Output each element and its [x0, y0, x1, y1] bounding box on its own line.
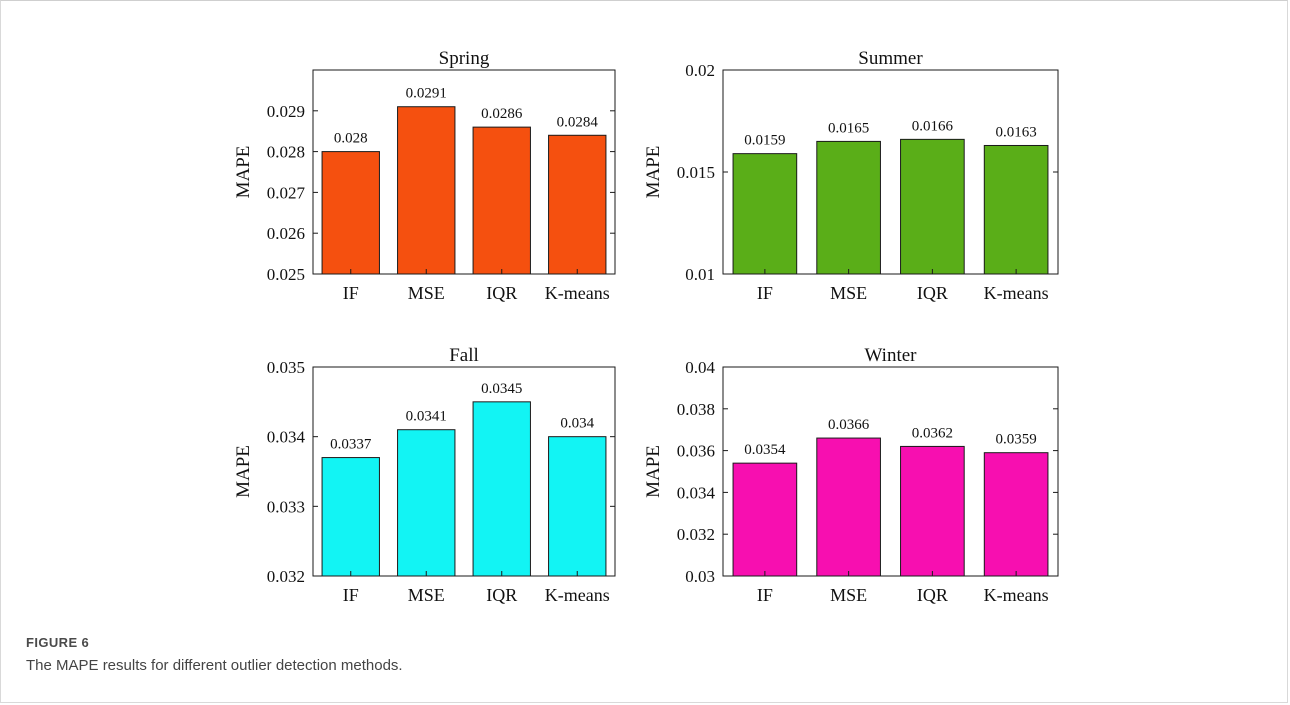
y-tick-label: 0.033: [267, 497, 305, 516]
x-tick-label: IF: [757, 585, 773, 605]
bar-k-means: [548, 436, 607, 577]
bar-if: [732, 462, 798, 577]
y-tick-label: 0.027: [267, 183, 306, 202]
x-tick-label: K-means: [545, 283, 610, 303]
bar-mse: [397, 106, 456, 275]
x-tick-label: IQR: [486, 585, 517, 605]
bar-k-means: [548, 134, 607, 275]
data-label: 0.0165: [828, 120, 869, 136]
bar-iqr: [472, 126, 531, 275]
y-axis-label: MAPE: [233, 146, 254, 199]
x-tick-label: K-means: [984, 585, 1049, 605]
bar-if: [321, 151, 380, 275]
x-tick-label: K-means: [545, 585, 610, 605]
y-axis-label: MAPE: [643, 146, 664, 199]
data-label: 0.028: [334, 131, 368, 147]
y-tick-label: 0.034: [677, 483, 716, 502]
x-tick-label: IQR: [917, 283, 948, 303]
x-tick-label: MSE: [408, 585, 445, 605]
data-label: 0.0159: [744, 133, 785, 149]
bar-iqr: [900, 138, 965, 275]
axes-box: [312, 69, 616, 275]
chart-title: Spring: [439, 48, 490, 69]
y-tick-label: 0.035: [267, 358, 305, 377]
data-label: 0.0345: [481, 381, 522, 397]
bar-iqr: [472, 401, 531, 577]
y-tick-label: 0.028: [267, 143, 305, 162]
data-label: 0.0284: [557, 114, 599, 130]
data-label: 0.0166: [912, 118, 954, 134]
y-tick-label: 0.01: [685, 265, 715, 284]
chart-fall: Fall MAPE 0.032 0.033 0.034 0.035 0.0337 IF 0.03…: [233, 345, 616, 605]
y-tick-label: 0.032: [677, 525, 715, 544]
y-tick-label: 0.015: [677, 163, 715, 182]
x-tick-label: MSE: [830, 283, 867, 303]
figure-label: FIGURE 6: [26, 635, 90, 650]
bar-if: [321, 457, 380, 577]
y-tick-label: 0.025: [267, 265, 305, 284]
x-tick-label: IF: [343, 283, 359, 303]
y-tick-label: 0.04: [685, 358, 715, 377]
y-tick-label: 0.029: [267, 102, 305, 121]
bar-mse: [816, 140, 881, 275]
chart-title: Fall: [449, 345, 479, 366]
x-tick-label: IQR: [486, 283, 517, 303]
axes-box: [722, 366, 1059, 577]
data-label: 0.0366: [828, 417, 870, 433]
chart-summer: Summer MAPE 0.01 0.015 0.02 0.0159 IF 0.0165 MSE…: [643, 48, 1059, 303]
y-tick-label: 0.038: [677, 400, 715, 419]
y-tick-label: 0.026: [267, 224, 305, 243]
data-label: 0.0337: [330, 437, 372, 453]
axes-box: [312, 366, 616, 577]
x-tick-label: K-means: [984, 283, 1049, 303]
bar-k-means: [983, 144, 1049, 275]
data-label: 0.0359: [996, 432, 1037, 448]
chart-winter: Winter MAPE 0.03 0.032 0.034 0.036 0.038 0.04 0.…: [643, 345, 1059, 605]
chart-title: Summer: [858, 48, 923, 69]
bar-k-means: [983, 452, 1049, 577]
x-tick-label: IF: [343, 585, 359, 605]
data-label: 0.0354: [744, 442, 786, 458]
y-tick-label: 0.02: [685, 61, 715, 80]
y-axis-label: MAPE: [643, 445, 664, 498]
data-label: 0.0286: [481, 106, 523, 122]
data-label: 0.0291: [406, 86, 447, 102]
bar-mse: [397, 429, 456, 577]
data-label: 0.034: [560, 416, 594, 432]
x-tick-label: IQR: [917, 585, 948, 605]
x-tick-label: MSE: [830, 585, 867, 605]
y-tick-label: 0.034: [267, 428, 306, 447]
data-label: 0.0362: [912, 425, 953, 441]
y-tick-label: 0.036: [677, 442, 715, 461]
y-tick-label: 0.03: [685, 567, 715, 586]
x-tick-label: IF: [757, 283, 773, 303]
bar-mse: [816, 437, 881, 577]
x-tick-label: MSE: [408, 283, 445, 303]
figure-charts: Spring MAPE 0.025 0.026 0.027 0.028 0.029 0.028…: [233, 48, 1059, 605]
data-label: 0.0341: [406, 409, 447, 425]
y-axis-label: MAPE: [233, 445, 254, 498]
figure-caption: The MAPE results for different outlier d…: [26, 657, 403, 674]
chart-spring: Spring MAPE 0.025 0.026 0.027 0.028 0.029 0.028…: [233, 48, 616, 303]
bar-iqr: [900, 445, 965, 577]
chart-title: Winter: [865, 345, 918, 366]
bar-if: [732, 153, 798, 275]
data-label: 0.0163: [996, 124, 1037, 140]
y-tick-label: 0.032: [267, 567, 305, 586]
